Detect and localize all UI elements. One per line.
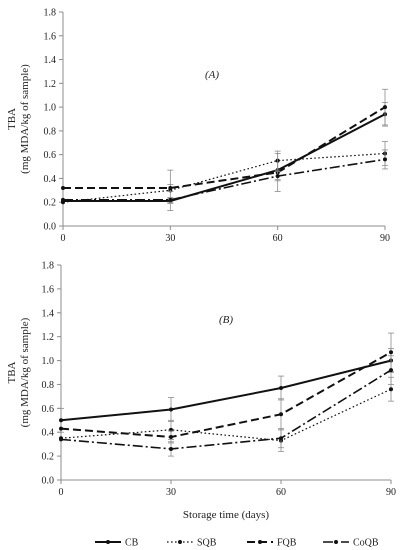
chart-legend: CB SQB FQB CoQB (95, 538, 379, 549)
y-tick-label: 0.0 (44, 222, 57, 233)
data-point-coqb (61, 197, 65, 202)
data-point-cb (279, 386, 283, 391)
y-tick-label: 0.4 (42, 428, 55, 439)
panel-a-chart: 0.0 0.2 0.4 0.6 0.8 1.0 1.2 1.4 1.6 1.8 0 30 60 90 TBA… (6, 8, 390, 245)
legend-label-fqb: FQB (277, 538, 297, 549)
x-tick-label: 0 (59, 487, 64, 498)
series-line-fqb (60, 351, 392, 438)
legend-label-cb: CB (125, 538, 139, 549)
data-point-cb (169, 407, 173, 412)
y-tick-label: 1.2 (44, 79, 57, 90)
legend-marker-fqb (258, 540, 262, 544)
panel-b-chart: 0.0 0.2 0.4 0.6 0.8 1.0 1.2 1.4 1.6 1.8 0 30 60 90 TBA… (6, 261, 396, 522)
y-tick-label: 1.8 (44, 8, 57, 19)
series-line-fqb (63, 106, 386, 189)
series-line-coqb (60, 369, 392, 450)
data-point-coqb (279, 436, 283, 441)
x-tick-label: 90 (380, 233, 390, 244)
x-tick-label: 30 (166, 487, 176, 498)
series-line-coqb (63, 158, 386, 201)
x-tick-label: 30 (165, 233, 175, 244)
y-tick-label: 1.8 (42, 261, 55, 272)
x-tick-label: 90 (386, 487, 396, 498)
y-tick-label: 0.8 (44, 126, 57, 137)
data-point-coqb (169, 446, 173, 451)
y-tick-label: 0.6 (44, 150, 57, 161)
data-point-fqb (61, 185, 65, 190)
y-tick-label: 1.6 (42, 284, 55, 295)
x-axis-title: Storage time (days) (183, 509, 269, 521)
y-tick-label: 1.4 (44, 55, 57, 66)
data-point-coqb (59, 437, 63, 442)
y-axis-title-line2: (mg MDA/kg of sample) (19, 317, 31, 427)
data-point-coqb (275, 174, 280, 179)
y-tick-label: 0.0 (42, 476, 55, 487)
data-point-fqb (59, 426, 63, 431)
y-axis-title-line2: (mg MDA/kg of sample) (19, 64, 31, 174)
data-point-fqb (168, 185, 173, 190)
y-tick-label: 0.2 (44, 198, 57, 209)
series-line-cb (60, 359, 392, 422)
series-line-sqb (60, 388, 392, 442)
data-point-coqb (168, 197, 173, 202)
y-tick-label: 0.8 (42, 380, 55, 391)
y-tick-label: 1.6 (44, 31, 57, 42)
y-tick-label: 1.0 (44, 103, 57, 114)
data-point-sqb (389, 387, 393, 392)
legend-label-coqb: CoQB (353, 538, 379, 549)
data-point-coqb (383, 157, 387, 162)
legend-label-sqb: SQB (197, 538, 217, 549)
y-tick-label: 1.0 (42, 356, 55, 367)
series-line-sqb (62, 152, 386, 203)
data-point-fqb (279, 412, 283, 417)
x-tick-label: 0 (61, 233, 66, 244)
y-tick-label: 1.4 (42, 308, 55, 319)
panel-label: (B) (219, 314, 233, 326)
x-tick-label: 60 (273, 233, 283, 244)
x-tick-label: 60 (276, 487, 286, 498)
data-point-fqb (389, 350, 393, 355)
data-point-fqb (383, 105, 387, 110)
y-axis-title-line1: TBA (6, 108, 18, 130)
legend-marker-coqb (334, 540, 338, 544)
data-point-fqb (169, 435, 173, 439)
y-tick-label: 0.6 (42, 404, 55, 415)
legend-marker-sqb (178, 540, 182, 544)
y-tick-label: 0.2 (42, 452, 55, 463)
y-tick-label: 0.4 (44, 174, 57, 185)
series-line-cb (63, 113, 386, 202)
y-tick-label: 1.2 (42, 332, 55, 343)
y-axis-title-line1: TBA (6, 361, 18, 383)
legend-marker-cb (106, 540, 110, 544)
data-point-cb (59, 418, 63, 423)
data-point-coqb (389, 368, 393, 373)
panel-label: (A) (205, 69, 219, 81)
